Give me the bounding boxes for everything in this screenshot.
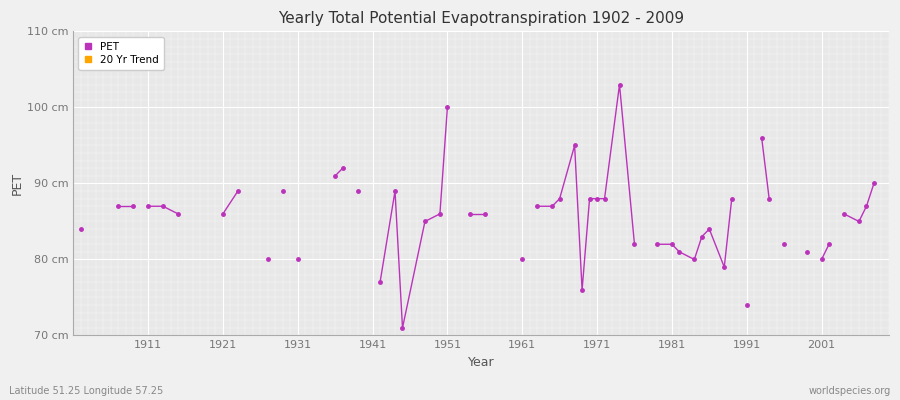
Text: Latitude 51.25 Longitude 57.25: Latitude 51.25 Longitude 57.25 <box>9 386 163 396</box>
Legend: PET, 20 Yr Trend: PET, 20 Yr Trend <box>78 37 165 70</box>
Text: worldspecies.org: worldspecies.org <box>809 386 891 396</box>
Y-axis label: PET: PET <box>11 172 24 195</box>
Title: Yearly Total Potential Evapotranspiration 1902 - 2009: Yearly Total Potential Evapotranspiratio… <box>278 11 684 26</box>
X-axis label: Year: Year <box>468 356 494 369</box>
